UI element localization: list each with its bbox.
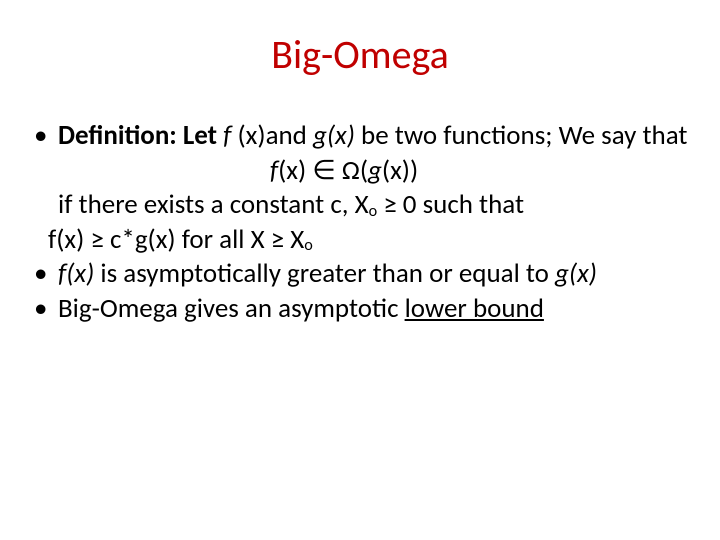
- g-var: g: [368, 154, 382, 187]
- bullet-marker: •: [30, 257, 58, 292]
- txt: Big-Omega gives an asymptotic: [58, 292, 405, 325]
- fx-var: f(x): [58, 257, 100, 290]
- continuation-line-2: f(x) ≥ c*g(x) for all X ≥ Xo: [30, 223, 690, 258]
- definition-label: Definition: Let: [58, 119, 223, 152]
- bullet-1-text: Definition: Let f (x)and g(x) be two fun…: [58, 119, 690, 188]
- bullet-2: • f(x) is asymptotically greater than or…: [30, 257, 690, 292]
- bullet-marker: •: [30, 292, 58, 327]
- subscript: o: [369, 202, 378, 221]
- lower-bound: lower bound: [405, 292, 544, 325]
- txt: (x): [278, 154, 312, 187]
- txt: ≥ 0 such that: [377, 188, 524, 221]
- f-var: f: [270, 154, 278, 187]
- slide-content: • Definition: Let f (x)and g(x) be two f…: [30, 119, 690, 326]
- omega: Ω(: [336, 154, 368, 187]
- txt: be two functions; We say that: [361, 119, 687, 152]
- txt: (x)): [382, 154, 418, 187]
- txt: is asymptotically greater than or equal …: [100, 257, 555, 290]
- slide-title: Big-Omega: [30, 30, 690, 79]
- subscript: o: [304, 236, 313, 255]
- formula-line: f(x) ∈ Ω(g(x)): [58, 154, 690, 189]
- bullet-2-text: f(x) is asymptotically greater than or e…: [58, 257, 690, 292]
- bullet-3: • Big-Omega gives an asymptotic lower bo…: [30, 292, 690, 327]
- txt: (x)and: [238, 119, 313, 152]
- continuation-line-1: if there exists a constant c, Xo ≥ 0 suc…: [30, 188, 690, 223]
- f-var: f: [223, 119, 237, 152]
- slide-container: Big-Omega • Definition: Let f (x)and g(x…: [0, 0, 720, 540]
- txt: if there exists a constant c, X: [58, 188, 369, 221]
- g-var: g(x): [313, 119, 361, 152]
- element-of: ∈: [312, 154, 336, 187]
- bullet-1: • Definition: Let f (x)and g(x) be two f…: [30, 119, 690, 188]
- bullet-marker: •: [30, 119, 58, 188]
- bullet-3-text: Big-Omega gives an asymptotic lower boun…: [58, 292, 690, 327]
- txt: f(x) ≥ c*g(x) for all X ≥ X: [48, 223, 304, 256]
- gx-var: g(x): [555, 257, 597, 290]
